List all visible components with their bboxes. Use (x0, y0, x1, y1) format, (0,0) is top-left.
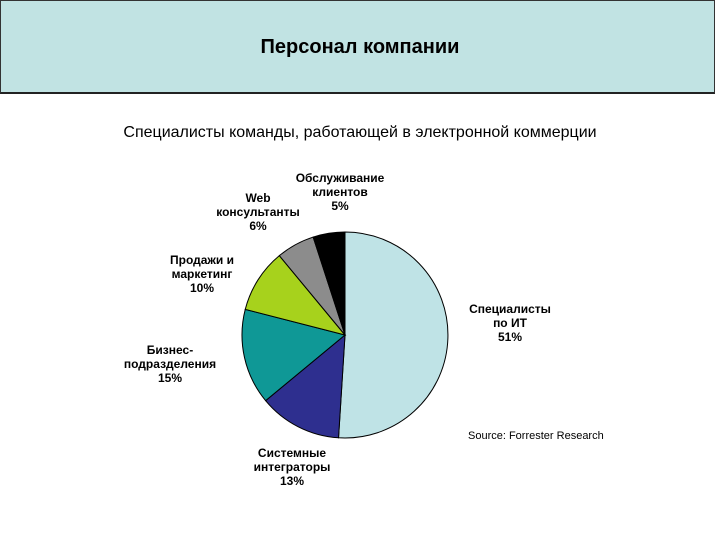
slice-label-3: Продажи и маркетинг 10% (170, 253, 234, 295)
slice-label-2: Бизнес-подразделения 15% (124, 343, 216, 385)
pie-slice-0 (337, 231, 449, 439)
pie-slice-1 (264, 333, 346, 439)
slice-label-1: Системные интеграторы 13% (254, 446, 331, 488)
pie-slice-2 (241, 308, 347, 402)
source-note: Source: Forrester Research (468, 430, 604, 442)
slide-title: Персонал компании (260, 36, 460, 58)
slide-header (0, 0, 715, 94)
slice-label-4: Web консультанты 6% (216, 191, 299, 233)
pie-slice-5 (312, 231, 346, 336)
slice-label-0: Специалисты по ИТ 51% (469, 302, 551, 344)
chart-title: Специалисты команды, работающей в электр… (123, 124, 597, 141)
slice-label-5: Обслуживание клиентов 5% (296, 171, 385, 213)
